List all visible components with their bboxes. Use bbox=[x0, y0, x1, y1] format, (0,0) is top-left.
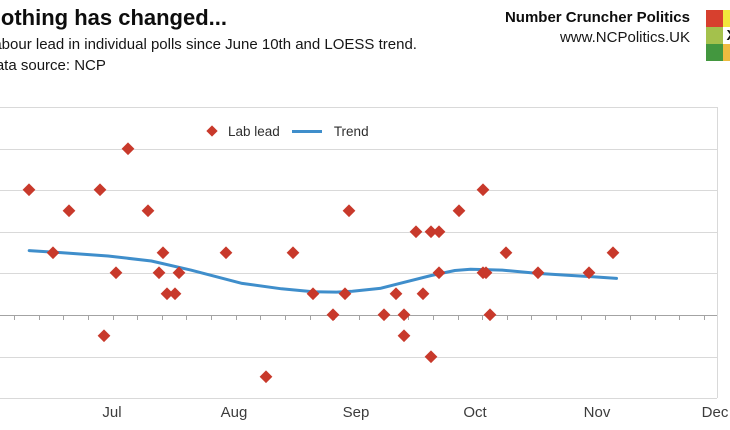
data-point-diamond bbox=[152, 266, 166, 281]
axis-tick bbox=[531, 316, 532, 320]
axis-tick bbox=[581, 316, 582, 320]
logo-cell-orange bbox=[723, 44, 730, 61]
data-point-diamond bbox=[530, 266, 545, 281]
data-point-diamond bbox=[416, 287, 431, 301]
gridline bbox=[0, 190, 717, 191]
axis-tick bbox=[88, 316, 89, 320]
axis-tick bbox=[63, 316, 64, 320]
data-point-diamond bbox=[582, 266, 596, 281]
gridline bbox=[0, 273, 717, 274]
data-source-note: Data source: NCP bbox=[0, 57, 106, 74]
axis-tick bbox=[137, 316, 138, 320]
data-point-diamond bbox=[219, 245, 233, 260]
axis-tick bbox=[630, 316, 631, 320]
chart-legend: Lab lead Trend bbox=[206, 122, 369, 140]
legend-line-icon bbox=[291, 129, 322, 133]
axis-tick bbox=[458, 316, 459, 320]
gridline bbox=[0, 107, 717, 108]
logo-cell-yellowgreen bbox=[706, 27, 723, 44]
gridline bbox=[0, 357, 717, 358]
data-point-diamond bbox=[93, 183, 107, 197]
data-point-diamond bbox=[259, 370, 273, 385]
data-point-diamond bbox=[140, 204, 155, 218]
data-point-diamond bbox=[475, 183, 490, 197]
axis-tick bbox=[433, 316, 434, 320]
x-axis-label-oct: Oct bbox=[463, 404, 487, 421]
data-point-diamond bbox=[377, 308, 391, 322]
logo-cell-red bbox=[706, 10, 723, 27]
x-axis-label-nov: Nov bbox=[583, 404, 611, 421]
x-axis-label-aug: Aug bbox=[220, 404, 248, 421]
data-point-diamond bbox=[432, 225, 446, 239]
logo-x-mark: X bbox=[723, 27, 730, 44]
data-point-diamond bbox=[499, 245, 513, 260]
axis-tick bbox=[285, 316, 286, 320]
brand-url: www.NCPolitics.UK bbox=[559, 29, 690, 46]
data-point-diamond bbox=[452, 204, 466, 218]
axis-tick bbox=[408, 316, 409, 320]
axis-tick bbox=[162, 316, 163, 320]
x-axis-label-sep: Sep bbox=[342, 404, 370, 421]
axis-tick bbox=[605, 316, 606, 320]
axis-tick bbox=[482, 316, 483, 320]
data-point-diamond bbox=[424, 349, 438, 364]
legend-diamond-icon bbox=[206, 125, 218, 137]
axis-tick bbox=[655, 316, 656, 320]
axis-tick bbox=[556, 316, 557, 320]
legend-label-trend: Trend bbox=[333, 123, 369, 139]
data-point-diamond bbox=[109, 266, 123, 281]
gridline bbox=[0, 149, 717, 150]
axis-tick bbox=[39, 316, 40, 320]
gridline bbox=[0, 232, 717, 233]
data-point-diamond bbox=[306, 287, 320, 301]
data-point-diamond bbox=[396, 329, 411, 343]
data-point-diamond bbox=[172, 266, 186, 281]
data-point-diamond bbox=[408, 225, 423, 239]
axis-tick bbox=[359, 316, 360, 320]
gridline bbox=[0, 398, 717, 399]
header-text-block: Nothing has changed... Labour lead in in… bbox=[0, 5, 417, 74]
axis-tick bbox=[236, 316, 237, 320]
data-point-diamond bbox=[337, 287, 352, 301]
data-point-diamond bbox=[326, 308, 340, 322]
brand-name: Number Cruncher Politics bbox=[504, 9, 690, 26]
chart-subtitle: Labour lead in individual polls since Ju… bbox=[0, 36, 417, 53]
legend-label-lab-lead: Lab lead bbox=[228, 123, 280, 139]
axis-tick bbox=[310, 316, 311, 320]
axis-tick bbox=[507, 316, 508, 320]
branding-block: Number Cruncher Politics www.NCPolitics.… bbox=[505, 9, 690, 46]
plot-right-border bbox=[717, 107, 718, 398]
data-point-diamond bbox=[389, 287, 403, 301]
x-axis-line bbox=[0, 315, 717, 316]
axis-tick bbox=[186, 316, 187, 320]
data-point-diamond bbox=[286, 245, 300, 260]
x-axis-label-dec: Dec bbox=[701, 404, 729, 421]
logo-cell-yellow bbox=[723, 10, 730, 27]
data-point-diamond bbox=[97, 329, 111, 343]
data-point-diamond bbox=[46, 245, 60, 260]
data-point-diamond bbox=[22, 183, 36, 197]
data-point-diamond bbox=[432, 266, 446, 281]
x-axis-label-jul: Jul bbox=[102, 404, 122, 421]
data-point-diamond bbox=[156, 245, 170, 260]
axis-tick bbox=[679, 316, 680, 320]
data-point-diamond bbox=[341, 204, 356, 218]
logo-cell-green bbox=[706, 44, 723, 61]
chart-title: Nothing has changed... bbox=[0, 5, 228, 30]
axis-tick bbox=[260, 316, 261, 320]
data-point-diamond bbox=[61, 204, 76, 218]
ncp-logo: X bbox=[706, 10, 730, 61]
data-point-diamond bbox=[483, 308, 498, 322]
data-point-diamond bbox=[121, 142, 135, 156]
data-point-diamond bbox=[168, 287, 182, 301]
axis-tick bbox=[113, 316, 114, 320]
axis-tick bbox=[14, 316, 15, 320]
axis-tick bbox=[704, 316, 705, 320]
axis-tick bbox=[211, 316, 212, 320]
data-point-diamond bbox=[605, 245, 620, 260]
